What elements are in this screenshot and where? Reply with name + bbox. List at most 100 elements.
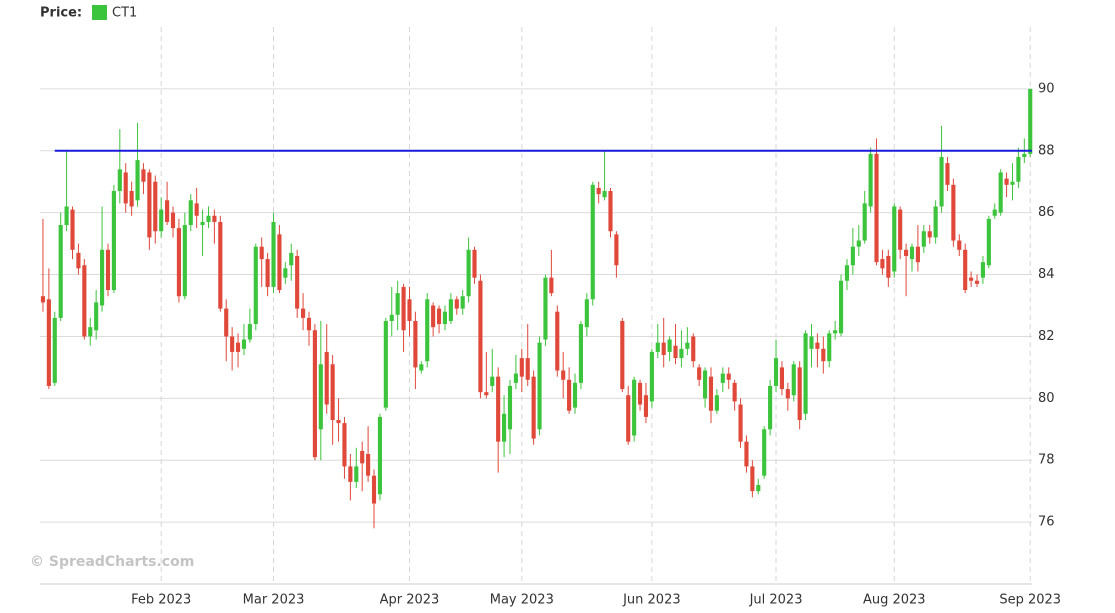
- candle-body: [856, 240, 861, 247]
- candle-body: [898, 209, 903, 250]
- candle-body: [714, 395, 719, 411]
- candle-body: [992, 209, 997, 216]
- candle-body: [685, 342, 690, 349]
- candle-body: [176, 228, 181, 297]
- candle-body: [525, 358, 530, 380]
- candle-body: [939, 156, 944, 207]
- candle-body: [915, 246, 920, 263]
- candle-body: [744, 441, 749, 467]
- candle-body: [703, 370, 708, 399]
- candle-body: [123, 172, 128, 204]
- candle-body: [921, 231, 926, 247]
- candle-body: [1004, 178, 1009, 185]
- candle-body: [838, 280, 844, 334]
- candle-body: [259, 246, 264, 260]
- candle-body: [738, 404, 743, 442]
- candle-body: [472, 249, 477, 278]
- candle-body: [395, 293, 400, 315]
- y-tick-label: 88: [1038, 143, 1055, 158]
- candle-body: [200, 221, 205, 226]
- candle-body: [283, 268, 288, 278]
- candle-body: [247, 324, 252, 340]
- candle-body: [64, 206, 69, 226]
- candle-body: [289, 252, 294, 266]
- candle-body: [904, 249, 909, 256]
- y-tick-label: 82: [1038, 329, 1055, 344]
- candle-body: [194, 203, 199, 216]
- candle-body: [762, 429, 767, 476]
- candle-body: [348, 466, 353, 482]
- candle-body: [643, 395, 649, 417]
- candle-body: [827, 333, 832, 362]
- candle-body: [507, 385, 513, 430]
- candle-body: [614, 234, 619, 266]
- candle-body: [667, 339, 672, 352]
- candle-body: [750, 466, 755, 492]
- candle-body: [271, 221, 276, 287]
- candle-body: [502, 413, 507, 442]
- candle-body: [230, 336, 235, 352]
- candle-body: [448, 299, 453, 321]
- candle-body: [253, 246, 258, 325]
- candle-body: [460, 296, 465, 309]
- candle-body: [295, 255, 300, 309]
- x-tick-label: Apr 2023: [380, 593, 440, 608]
- candle-body: [360, 450, 365, 464]
- candle-body: [673, 345, 678, 359]
- candle-body: [974, 280, 980, 284]
- y-tick-label: 80: [1038, 391, 1055, 406]
- candle-body: [442, 311, 448, 325]
- candle-body: [679, 348, 684, 359]
- candle-body: [980, 262, 986, 278]
- candle-body: [484, 392, 489, 396]
- candle-body: [496, 376, 501, 442]
- candle-body: [578, 324, 583, 383]
- x-tick-label: Aug 2023: [863, 593, 926, 608]
- candle-body: [431, 305, 436, 328]
- candle-body: [141, 169, 146, 182]
- candle-body: [632, 379, 637, 436]
- candle-body: [590, 184, 595, 300]
- candle-body: [454, 299, 459, 309]
- candle-body: [383, 320, 388, 408]
- candle-body: [957, 240, 962, 250]
- candle-body: [413, 320, 418, 368]
- candle-body: [318, 364, 323, 430]
- candle-body: [927, 231, 932, 238]
- candle-body: [182, 225, 187, 297]
- candle-body: [277, 234, 282, 291]
- candle-body: [389, 314, 394, 321]
- candle-body: [797, 367, 802, 420]
- candle-body: [58, 225, 63, 318]
- candle-body: [951, 184, 956, 241]
- candle-body: [892, 206, 897, 272]
- candle-body: [419, 364, 424, 371]
- candle-body: [726, 373, 731, 380]
- candle-body: [1028, 88, 1033, 154]
- candle-body: [655, 342, 660, 352]
- candle-body: [466, 249, 471, 297]
- candle-body: [153, 181, 158, 232]
- candle-body: [324, 351, 329, 405]
- candle-body: [620, 320, 625, 390]
- candle-body: [188, 200, 193, 226]
- candle-body: [241, 339, 247, 349]
- candle-body: [135, 160, 140, 201]
- candle-body: [720, 373, 725, 383]
- candle-body: [945, 163, 950, 185]
- candle-body: [886, 255, 891, 278]
- candle-body: [436, 308, 442, 325]
- x-tick-label: Feb 2023: [131, 593, 191, 608]
- candle-body: [833, 330, 838, 334]
- candle-body: [969, 277, 974, 281]
- candle-body: [336, 419, 341, 424]
- candle-body: [691, 336, 696, 362]
- candle-body: [561, 370, 566, 380]
- candle-body: [543, 277, 548, 340]
- candle-body: [100, 249, 105, 306]
- candle-body: [377, 416, 382, 495]
- candle-body: [537, 342, 542, 430]
- candle-body: [986, 218, 991, 266]
- legend-title: Price:: [40, 6, 82, 21]
- candle-body: [407, 299, 412, 321]
